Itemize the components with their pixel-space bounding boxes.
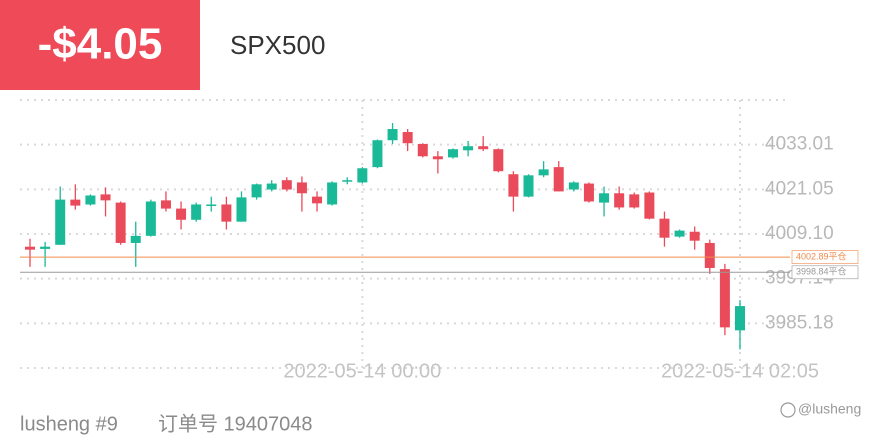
candle-body: [296, 182, 307, 194]
candle-body: [236, 197, 247, 222]
candle-body: [387, 129, 398, 141]
candle-body: [70, 199, 81, 206]
candle-body: [493, 149, 504, 172]
y-tick-label: 4033.01: [765, 134, 834, 155]
candle-body: [704, 242, 715, 268]
candle-body: [644, 192, 655, 219]
candle-body: [100, 194, 111, 201]
candle-body: [447, 149, 458, 158]
candle-body: [25, 246, 35, 250]
candle-body: [583, 183, 594, 202]
watermark-icon: [780, 402, 796, 418]
candle-body: [417, 143, 428, 157]
candle-body: [614, 193, 625, 208]
x-tick-label: 2022-05-14 00:00: [283, 360, 441, 382]
candle-body: [130, 235, 141, 243]
price-line-label-box: [791, 250, 859, 264]
candle-body: [145, 201, 156, 236]
order-number: 订单号 19407048: [158, 412, 313, 435]
candle-body: [342, 180, 353, 182]
candle-body: [629, 194, 640, 208]
candle-body: [735, 306, 745, 331]
candle-body: [221, 204, 232, 222]
candle-body: [659, 218, 670, 238]
candle-body: [266, 183, 277, 190]
pnl: -$4.05: [38, 20, 163, 69]
chart: 4033.014021.054009.103997.143985.182022-…: [20, 99, 859, 382]
price-line-label-box: [791, 265, 859, 280]
candle-body: [191, 204, 202, 220]
candle-body: [85, 195, 96, 205]
candle-body: [40, 246, 51, 249]
candle-body: [523, 175, 534, 197]
candle-body: [463, 146, 474, 151]
candle-body: [357, 168, 368, 183]
candle-body: [115, 202, 126, 243]
candle-body: [251, 184, 262, 198]
y-tick-label: 3985.18: [765, 312, 834, 333]
candle-body: [372, 140, 383, 168]
candle-body: [206, 204, 217, 206]
candle-body: [402, 132, 413, 144]
account: lusheng #9: [20, 413, 118, 435]
candle-body: [538, 169, 549, 176]
x-tick-label: 2022-05-14 02:05: [661, 360, 819, 382]
candle-body: [176, 208, 187, 220]
candle-body: [508, 174, 519, 197]
y-tick-label: 4009.10: [765, 223, 834, 244]
candle-body: [689, 231, 700, 241]
candle-body: [312, 196, 323, 204]
candle-body: [719, 269, 730, 328]
candle-body: [568, 182, 579, 190]
watermark: @lusheng: [798, 401, 861, 417]
candle-body: [160, 200, 171, 209]
price-line-label: 3998.84平仓: [796, 266, 847, 277]
candle-body: [553, 167, 564, 192]
candle-body: [432, 156, 443, 160]
price-line-label: 4002.89平仓: [796, 251, 847, 262]
y-tick-label: 4021.05: [765, 178, 834, 199]
candle-body: [478, 146, 489, 150]
pnl-box: [0, 0, 200, 90]
symbol: SPX500: [230, 30, 325, 60]
candle-body: [55, 199, 66, 245]
candle-body: [327, 182, 338, 205]
candle-body: [281, 180, 292, 190]
candle-body: [674, 230, 685, 237]
candle-body: [599, 193, 610, 203]
